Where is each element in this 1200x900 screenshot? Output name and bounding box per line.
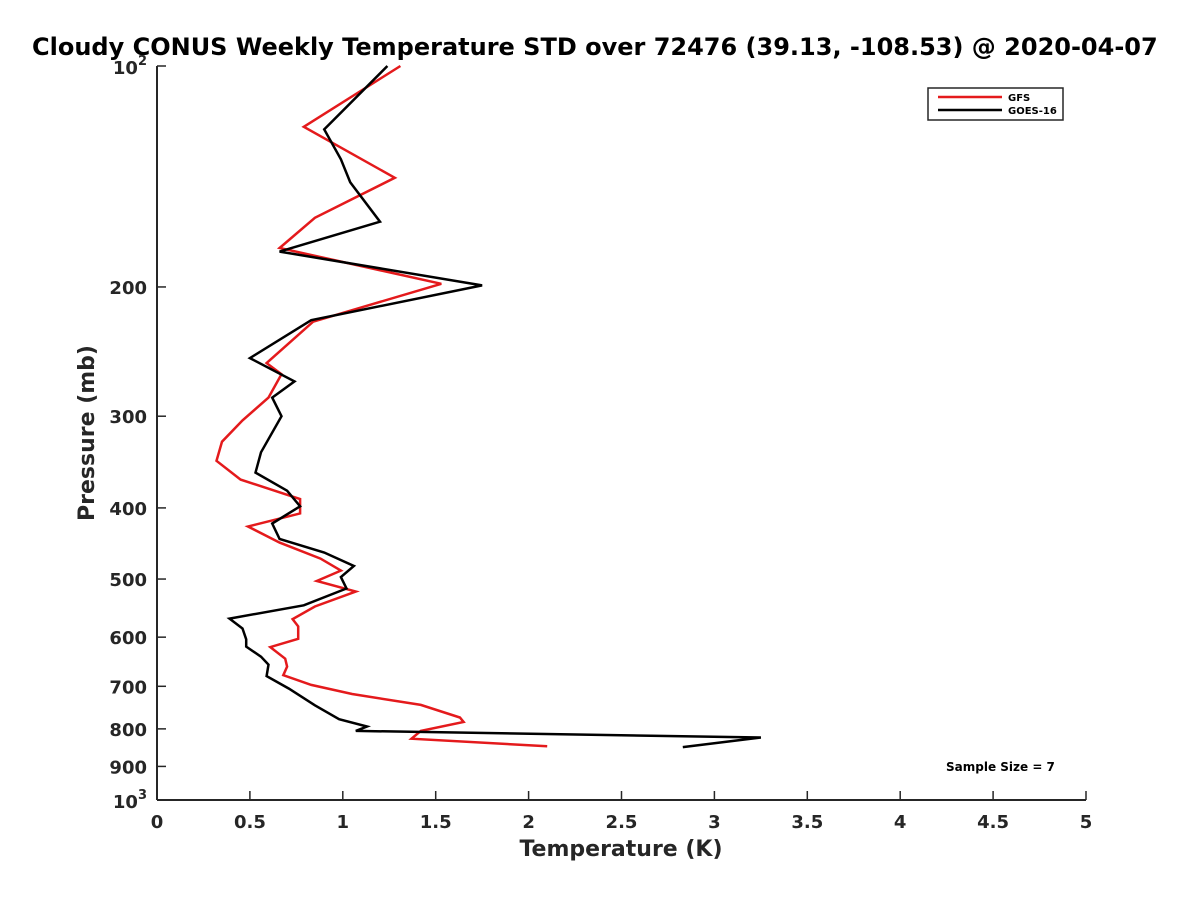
x-tick-label: 2.5 [606, 812, 638, 833]
y-tick-label: 400 [109, 499, 147, 520]
plot-area [156, 66, 1086, 801]
y-tick-label-power: 103 [113, 788, 147, 813]
x-tick-label: 0.5 [234, 812, 266, 833]
y-tick-exponent: 3 [138, 788, 147, 803]
x-tick-label: 5 [1080, 812, 1093, 833]
x-tick-label: 3.5 [791, 812, 823, 833]
x-axis-label: Temperature (K) [519, 837, 722, 862]
series-lines [215, 64, 762, 749]
y-tick-base: 10 [113, 58, 138, 79]
y-tick-label: 900 [109, 757, 147, 778]
series-line-goes16 [226, 65, 762, 749]
x-tick-label: 1 [337, 812, 350, 833]
chart-title: Cloudy CONUS Weekly Temperature STD over… [32, 33, 1158, 61]
x-ticks: 0 0.5 1 1.5 2 2.5 3 3.5 4 4.5 5 [151, 791, 1093, 833]
legend-label-goes16: GOES-16 [1008, 106, 1057, 117]
y-tick-exponent: 2 [138, 54, 147, 69]
series-line-gfs [215, 64, 548, 748]
y-tick-label: 200 [109, 278, 147, 299]
x-tick-label: 1.5 [420, 812, 452, 833]
y-tick-base: 10 [113, 792, 138, 813]
y-tick-label: 600 [109, 628, 147, 649]
y-tick-label-power: 102 [113, 54, 147, 79]
legend-label-gfs: GFS [1008, 93, 1030, 104]
x-tick-label: 3 [708, 812, 721, 833]
legend-box [927, 87, 1064, 121]
x-tick-label: 2 [522, 812, 535, 833]
y-tick-label: 500 [109, 570, 147, 591]
x-tick-label: 4.5 [977, 812, 1009, 833]
y-tick-label: 300 [109, 407, 147, 428]
legend: GFS GOES-16 [927, 87, 1064, 121]
y-tick-label: 800 [109, 720, 147, 741]
x-tick-label: 0 [151, 812, 164, 833]
sample-size-annotation: Sample Size = 7 [946, 760, 1055, 774]
y-tick-label: 700 [109, 677, 147, 698]
x-tick-label: 4 [894, 812, 907, 833]
y-axis-label: Pressure (mb) [75, 345, 100, 521]
